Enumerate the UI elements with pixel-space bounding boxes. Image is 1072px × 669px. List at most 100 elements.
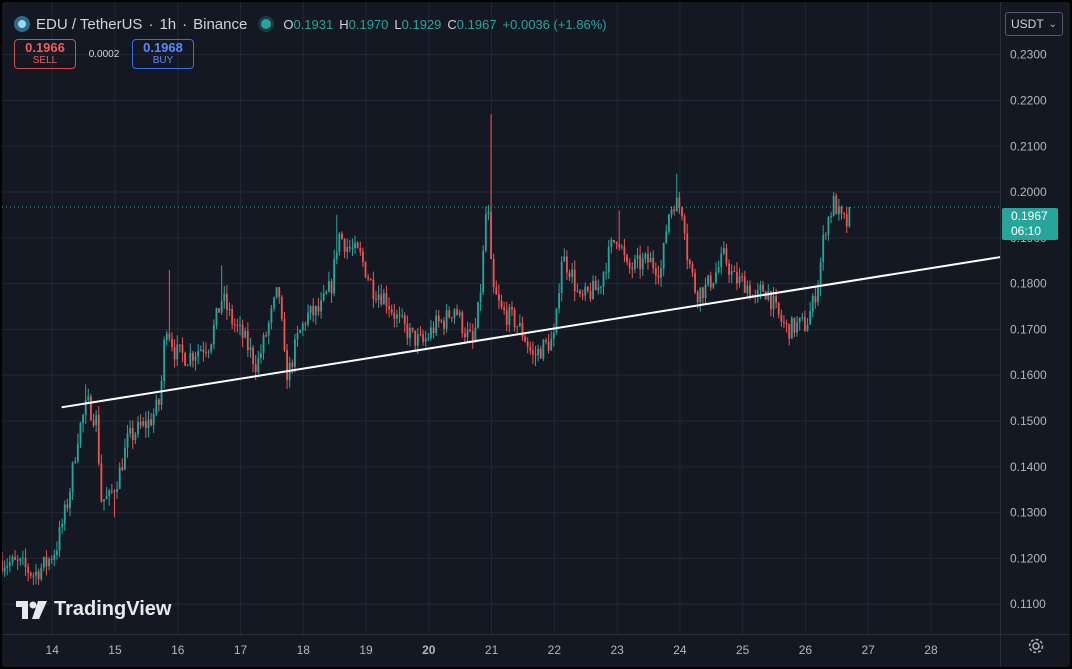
candle-body[interactable] bbox=[492, 258, 495, 288]
candle-body[interactable] bbox=[827, 217, 830, 235]
candle-body[interactable] bbox=[403, 315, 406, 324]
candle-body[interactable] bbox=[150, 419, 152, 426]
candle-body[interactable] bbox=[317, 306, 320, 312]
candle-body[interactable] bbox=[280, 296, 283, 319]
candle-body[interactable] bbox=[361, 251, 364, 262]
candle-body[interactable] bbox=[602, 272, 605, 287]
candle-body[interactable] bbox=[743, 276, 746, 294]
candle-body[interactable] bbox=[644, 253, 647, 259]
candle-body[interactable] bbox=[118, 467, 121, 490]
candle-body[interactable] bbox=[657, 275, 660, 278]
candle-body[interactable] bbox=[775, 295, 778, 303]
candle-body[interactable] bbox=[749, 285, 751, 298]
candle-body[interactable] bbox=[628, 262, 631, 268]
candle-body[interactable] bbox=[539, 348, 542, 359]
candle-body[interactable] bbox=[320, 300, 322, 312]
candle-body[interactable] bbox=[249, 347, 252, 350]
candle-body[interactable] bbox=[691, 264, 694, 273]
candle-body[interactable] bbox=[147, 419, 150, 428]
candle-body[interactable] bbox=[199, 349, 202, 351]
candle-body[interactable] bbox=[537, 348, 540, 356]
candle-body[interactable] bbox=[35, 571, 37, 576]
candle-body[interactable] bbox=[267, 322, 270, 336]
candle-body[interactable] bbox=[419, 334, 422, 336]
candle-body[interactable] bbox=[484, 214, 487, 251]
candle-body[interactable] bbox=[393, 312, 396, 319]
candle-body[interactable] bbox=[341, 233, 343, 240]
candle-body[interactable] bbox=[670, 209, 673, 215]
candle-body[interactable] bbox=[275, 287, 278, 298]
candle-body[interactable] bbox=[456, 309, 458, 315]
candle-body[interactable] bbox=[432, 327, 435, 333]
candle-body[interactable] bbox=[704, 284, 707, 299]
candle-body[interactable] bbox=[144, 421, 147, 428]
candle-body[interactable] bbox=[210, 344, 213, 352]
candle-body[interactable] bbox=[584, 286, 587, 296]
candle-body[interactable] bbox=[845, 214, 848, 227]
candle-body[interactable] bbox=[129, 427, 132, 434]
candle-body[interactable] bbox=[325, 291, 328, 294]
candle-body[interactable] bbox=[8, 562, 11, 566]
candle-body[interactable] bbox=[351, 248, 354, 250]
candle-body[interactable] bbox=[429, 327, 432, 338]
candle-body[interactable] bbox=[686, 233, 689, 261]
candle-body[interactable] bbox=[327, 281, 330, 292]
candle-body[interactable] bbox=[699, 287, 702, 303]
candle-body[interactable] bbox=[74, 461, 77, 463]
candle-body[interactable] bbox=[801, 317, 804, 319]
candle-body[interactable] bbox=[53, 555, 56, 560]
candle-body[interactable] bbox=[450, 317, 453, 319]
tradingview-watermark[interactable]: TradingView bbox=[16, 598, 171, 621]
candle-body[interactable] bbox=[262, 335, 265, 354]
candle-body[interactable] bbox=[715, 272, 717, 283]
candle-body[interactable] bbox=[409, 327, 411, 339]
candle-body[interactable] bbox=[309, 306, 312, 313]
candle-body[interactable] bbox=[547, 341, 550, 351]
candle-body[interactable] bbox=[48, 558, 50, 567]
candle-body[interactable] bbox=[189, 352, 192, 366]
candle-body[interactable] bbox=[550, 338, 553, 351]
candle-body[interactable] bbox=[259, 353, 262, 358]
candle-body[interactable] bbox=[299, 330, 302, 333]
candle-body[interactable] bbox=[696, 292, 699, 303]
candle-body[interactable] bbox=[466, 329, 469, 338]
candle-body[interactable] bbox=[333, 259, 336, 294]
candle-body[interactable] bbox=[197, 350, 200, 357]
candle-body[interactable] bbox=[246, 331, 249, 350]
candle-body[interactable] bbox=[354, 242, 356, 249]
candle-body[interactable] bbox=[720, 253, 723, 268]
candle-body[interactable] bbox=[398, 314, 401, 316]
candle-body[interactable] bbox=[437, 315, 440, 322]
candle-body[interactable] bbox=[304, 323, 307, 325]
candle-body[interactable] bbox=[524, 336, 526, 342]
settings-gear-icon[interactable] bbox=[1026, 636, 1046, 656]
candle-body[interactable] bbox=[722, 248, 725, 254]
candle-body[interactable] bbox=[563, 256, 566, 262]
candle-body[interactable] bbox=[406, 323, 409, 339]
candle-body[interactable] bbox=[733, 271, 736, 273]
candle-body[interactable] bbox=[220, 301, 223, 313]
candle-body[interactable] bbox=[607, 246, 610, 273]
candle-body[interactable] bbox=[662, 242, 665, 269]
candle-body[interactable] bbox=[385, 293, 388, 307]
candle-body[interactable] bbox=[416, 334, 419, 346]
candle-body[interactable] bbox=[124, 447, 126, 470]
candle-body[interactable] bbox=[375, 298, 377, 300]
candle-body[interactable] bbox=[780, 314, 783, 322]
candle-body[interactable] bbox=[777, 302, 780, 315]
candle-body[interactable] bbox=[474, 327, 477, 340]
candle-body[interactable] bbox=[735, 272, 738, 284]
candle-body[interactable] bbox=[579, 290, 581, 294]
candle-body[interactable] bbox=[212, 324, 215, 345]
symbol-name[interactable]: EDU / TetherUS bbox=[36, 15, 143, 33]
candle-body[interactable] bbox=[840, 206, 843, 214]
candle-body[interactable] bbox=[819, 261, 822, 287]
sell-button[interactable]: 0.1966 SELL bbox=[14, 39, 76, 69]
candle-body[interactable] bbox=[503, 307, 506, 311]
candle-body[interactable] bbox=[108, 490, 111, 497]
candle-body[interactable] bbox=[594, 280, 597, 291]
candle-body[interactable] bbox=[87, 396, 90, 401]
candle-body[interactable] bbox=[613, 239, 615, 242]
candle-body[interactable] bbox=[29, 572, 32, 576]
candle-body[interactable] bbox=[461, 312, 464, 334]
